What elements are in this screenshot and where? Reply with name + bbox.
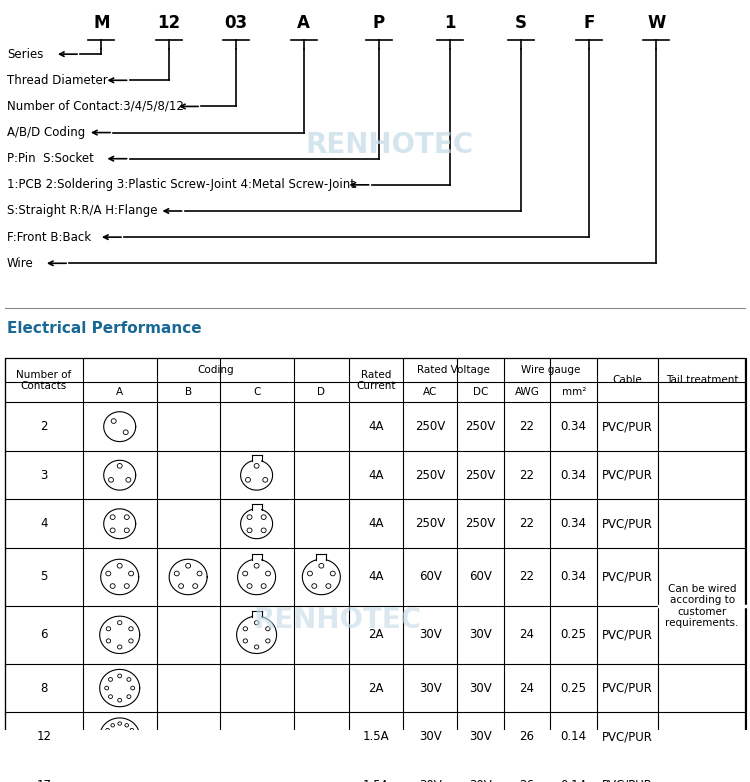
Text: 4A: 4A xyxy=(368,468,384,482)
Text: PVC/PUR: PVC/PUR xyxy=(602,570,653,583)
Text: PVC/PUR: PVC/PUR xyxy=(602,629,653,641)
Text: AC: AC xyxy=(423,387,437,397)
Text: 26: 26 xyxy=(520,730,535,743)
Text: Electrical Performance: Electrical Performance xyxy=(7,321,202,336)
Text: 5: 5 xyxy=(40,570,47,583)
Text: 30V: 30V xyxy=(419,629,442,641)
Text: AWG: AWG xyxy=(514,387,539,397)
Text: Can be wired
according to
customer
requirements.: Can be wired according to customer requi… xyxy=(665,583,739,628)
Text: Coding: Coding xyxy=(197,365,234,375)
Text: 250V: 250V xyxy=(415,517,446,530)
Text: 30V: 30V xyxy=(419,682,442,694)
Text: 0.14: 0.14 xyxy=(561,779,586,782)
Text: A: A xyxy=(297,14,310,32)
Text: Number of Contact:3/4/5/8/12: Number of Contact:3/4/5/8/12 xyxy=(7,100,184,113)
Text: 250V: 250V xyxy=(465,420,496,433)
Text: Number of
Contacts: Number of Contacts xyxy=(16,370,71,391)
Text: 12: 12 xyxy=(158,14,180,32)
Text: 30V: 30V xyxy=(469,730,492,743)
Text: 0.25: 0.25 xyxy=(561,629,586,641)
Text: 30V: 30V xyxy=(469,629,492,641)
Text: 1:PCB 2:Soldering 3:Plastic Screw-Joint 4:Metal Screw-Joint: 1:PCB 2:Soldering 3:Plastic Screw-Joint … xyxy=(7,178,355,192)
Text: W: W xyxy=(647,14,665,32)
Text: 60V: 60V xyxy=(419,570,442,583)
Text: Cable: Cable xyxy=(613,375,643,386)
Text: Tail treatment: Tail treatment xyxy=(666,375,738,386)
Text: 0.34: 0.34 xyxy=(561,468,586,482)
Text: 0.34: 0.34 xyxy=(561,517,586,530)
Text: 8: 8 xyxy=(40,682,47,694)
Text: 3: 3 xyxy=(40,468,47,482)
Text: 250V: 250V xyxy=(415,468,446,482)
Text: 30V: 30V xyxy=(469,779,492,782)
Text: 1.5A: 1.5A xyxy=(363,730,389,743)
Text: 17: 17 xyxy=(36,779,51,782)
Text: DC: DC xyxy=(472,387,488,397)
Text: 24: 24 xyxy=(520,682,535,694)
Text: 22: 22 xyxy=(520,468,535,482)
Text: P: P xyxy=(373,14,385,32)
Text: 22: 22 xyxy=(520,570,535,583)
Text: C: C xyxy=(253,387,260,397)
Text: PVC/PUR: PVC/PUR xyxy=(602,730,653,743)
Text: A: A xyxy=(116,387,123,397)
Text: PVC/PUR: PVC/PUR xyxy=(602,779,653,782)
Text: RENHOTEC: RENHOTEC xyxy=(254,606,422,634)
Text: 2A: 2A xyxy=(368,629,384,641)
Text: 12: 12 xyxy=(36,730,51,743)
Text: RENHOTEC: RENHOTEC xyxy=(306,131,474,159)
Text: 4A: 4A xyxy=(368,570,384,583)
Text: 22: 22 xyxy=(520,517,535,530)
Text: 03: 03 xyxy=(225,14,248,32)
Text: Wire gauge: Wire gauge xyxy=(520,365,580,375)
Text: 0.34: 0.34 xyxy=(561,420,586,433)
Text: 26: 26 xyxy=(520,779,535,782)
Text: 4: 4 xyxy=(40,517,47,530)
Text: 0.25: 0.25 xyxy=(561,682,586,694)
Text: 60V: 60V xyxy=(469,570,492,583)
Text: F:Front B:Back: F:Front B:Back xyxy=(7,231,92,244)
Text: PVC/PUR: PVC/PUR xyxy=(602,468,653,482)
Text: 250V: 250V xyxy=(415,420,446,433)
Text: PVC/PUR: PVC/PUR xyxy=(602,420,653,433)
Text: 250V: 250V xyxy=(465,517,496,530)
Text: 2A: 2A xyxy=(368,682,384,694)
Text: mm²: mm² xyxy=(562,387,586,397)
Text: 0.14: 0.14 xyxy=(561,730,586,743)
Text: 1: 1 xyxy=(444,14,456,32)
Text: F: F xyxy=(583,14,595,32)
Text: Wire: Wire xyxy=(7,256,34,270)
Text: Rated Voltage: Rated Voltage xyxy=(417,365,490,375)
Text: 2: 2 xyxy=(40,420,47,433)
Text: A/B/D Coding: A/B/D Coding xyxy=(7,126,86,139)
Bar xyxy=(5,358,745,782)
Text: Rated
Current: Rated Current xyxy=(356,370,396,391)
Text: S:Straight R:R/A H:Flange: S:Straight R:R/A H:Flange xyxy=(7,204,158,217)
Text: Thread Diameter: Thread Diameter xyxy=(7,74,108,87)
Text: 6: 6 xyxy=(40,629,47,641)
Text: 250V: 250V xyxy=(465,468,496,482)
Text: 22: 22 xyxy=(520,420,535,433)
Text: S: S xyxy=(515,14,527,32)
Text: 1.5A: 1.5A xyxy=(363,779,389,782)
Text: 30V: 30V xyxy=(419,779,442,782)
Text: PVC/PUR: PVC/PUR xyxy=(602,682,653,694)
Text: Series: Series xyxy=(7,48,44,61)
Text: 30V: 30V xyxy=(469,682,492,694)
Text: P:Pin  S:Socket: P:Pin S:Socket xyxy=(7,152,94,165)
Text: PVC/PUR: PVC/PUR xyxy=(602,517,653,530)
Text: 0.34: 0.34 xyxy=(561,570,586,583)
Text: D: D xyxy=(317,387,326,397)
Text: B: B xyxy=(184,387,192,397)
Text: 4A: 4A xyxy=(368,420,384,433)
Text: 30V: 30V xyxy=(419,730,442,743)
Text: 24: 24 xyxy=(520,629,535,641)
Text: M: M xyxy=(93,14,110,32)
Text: 4A: 4A xyxy=(368,517,384,530)
